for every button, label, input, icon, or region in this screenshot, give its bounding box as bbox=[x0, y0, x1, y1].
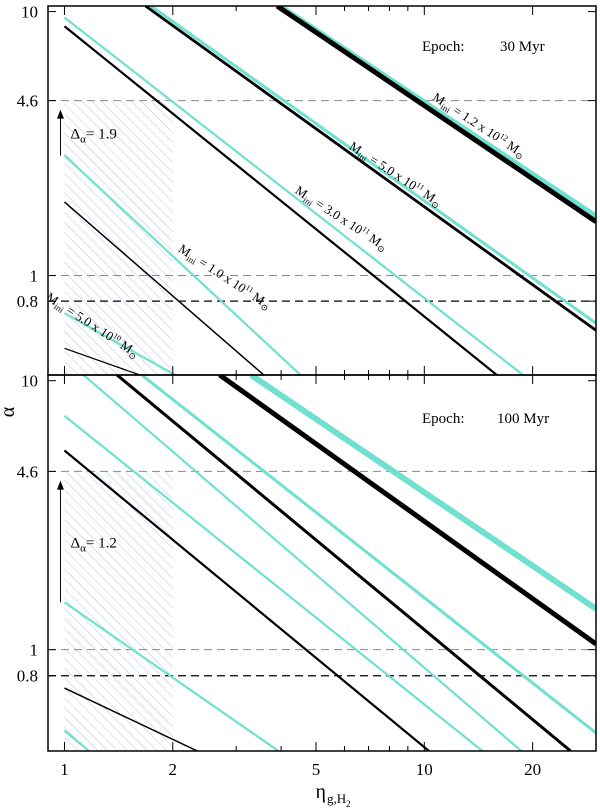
y-tick-label: 0.8 bbox=[17, 292, 38, 311]
series-line bbox=[275, 6, 596, 224]
y-ticks: 0.8 1 4.6 10 bbox=[17, 3, 596, 311]
series-line bbox=[64, 347, 141, 375]
y-ticks: 0.8 1 4.6 10 bbox=[17, 372, 596, 686]
reference-lines bbox=[48, 100, 596, 302]
series-line bbox=[63, 312, 176, 375]
delta-arrow-head bbox=[56, 109, 64, 119]
hatch-region bbox=[64, 100, 173, 375]
series-line bbox=[63, 201, 265, 375]
hatch-rect bbox=[64, 471, 173, 751]
y-tick-label: 4.6 bbox=[17, 462, 38, 481]
x-tick-label: 2 bbox=[169, 760, 178, 779]
series-line bbox=[63, 415, 484, 751]
y-tick-label: 10 bbox=[21, 3, 38, 22]
x-tick-label: 1 bbox=[60, 760, 69, 779]
series-line bbox=[144, 6, 596, 332]
x-axis-label: η bbox=[316, 781, 326, 803]
epoch-value: 100 Myr bbox=[497, 411, 549, 427]
x-axis-label-subscript-2: 2 bbox=[346, 799, 351, 809]
x-tick-label: 5 bbox=[312, 760, 321, 779]
reference-lines bbox=[48, 470, 596, 677]
plot-frame-bottom bbox=[47, 374, 597, 752]
series-line bbox=[116, 375, 572, 751]
series-line bbox=[63, 16, 524, 375]
y-axis-label: α bbox=[0, 406, 19, 417]
epoch-label: Epoch: bbox=[422, 411, 465, 427]
y-tick-label: 1 bbox=[30, 641, 39, 660]
mass-label: Mini = 3.0 x 1011 M⊙ bbox=[291, 182, 390, 255]
epoch-value: 30 Myr bbox=[500, 39, 545, 55]
delta-label: Δα= 1.2 bbox=[70, 535, 116, 554]
mass-label: Mini = 5.0 x 1011 M⊙ bbox=[346, 138, 445, 211]
y-tick-label: 4.6 bbox=[17, 92, 38, 111]
x-tick-label: 20 bbox=[524, 760, 541, 779]
x-tick-label: 10 bbox=[416, 760, 433, 779]
x-ticks: 1 2 5 10 20 bbox=[47, 6, 597, 779]
series-line bbox=[140, 375, 596, 735]
delta-label: Δα= 1.9 bbox=[70, 127, 116, 146]
series-line bbox=[63, 449, 430, 751]
mass-label: Mini = 1.0 x 1011 M⊙ bbox=[175, 241, 274, 314]
delta-marker: Δα= 1.2 bbox=[56, 480, 117, 603]
hatch-rect bbox=[64, 100, 173, 375]
series-line bbox=[63, 25, 498, 375]
series-line bbox=[63, 154, 302, 375]
series-line bbox=[249, 375, 596, 612]
hatch-region bbox=[64, 471, 173, 751]
epoch-label: Epoch: bbox=[422, 39, 465, 55]
y-tick-label: 10 bbox=[21, 372, 38, 391]
series-line bbox=[63, 729, 90, 751]
series-line bbox=[150, 6, 596, 325]
panel-top: Mini = 5.0 x 1010 M⊙Mini = 1.0 x 1011 M⊙… bbox=[17, 3, 596, 375]
series-line bbox=[64, 687, 198, 751]
series-lines bbox=[63, 6, 596, 375]
series-line bbox=[218, 375, 596, 647]
y-tick-label: 1 bbox=[30, 267, 39, 286]
panel-bottom: Δα= 1.2 0.8 1 4.6 10 Epoch: 100 Myr bbox=[17, 372, 596, 751]
series-line bbox=[63, 601, 279, 751]
series-line bbox=[82, 375, 523, 751]
delta-marker: Δα= 1.9 bbox=[56, 109, 117, 156]
x-axis-label-subscript: g,H bbox=[327, 791, 346, 806]
series-lines bbox=[63, 375, 596, 751]
delta-arrow-head bbox=[56, 480, 64, 490]
y-tick-label: 0.8 bbox=[17, 667, 38, 686]
